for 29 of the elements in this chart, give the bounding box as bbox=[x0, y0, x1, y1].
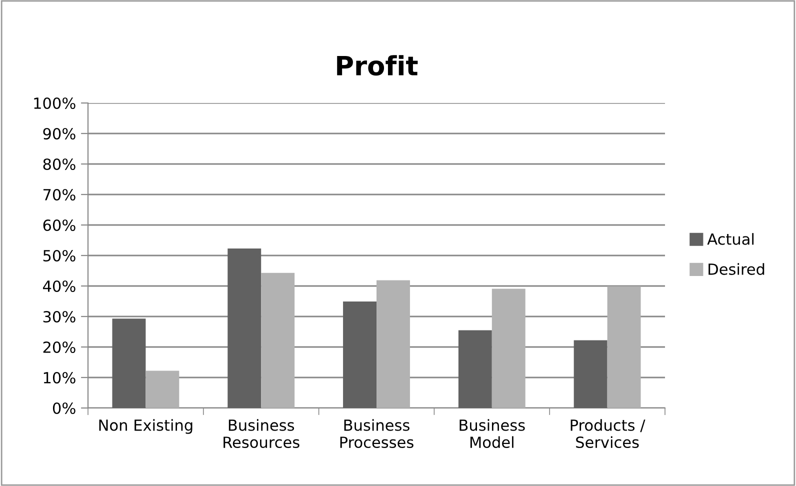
y-tick-label: 100% bbox=[34, 97, 76, 110]
bar bbox=[146, 370, 180, 408]
x-tick-label: Business Resources bbox=[224, 419, 300, 448]
bar bbox=[343, 302, 376, 408]
x-tick-label: Non Existing bbox=[99, 419, 192, 434]
y-tick-label: 90% bbox=[43, 128, 76, 140]
y-tick-label: 0% bbox=[52, 402, 76, 414]
y-tick-label: 60% bbox=[43, 219, 76, 232]
y-tick-label: 30% bbox=[43, 310, 76, 323]
chart-title: Profit bbox=[337, 55, 418, 76]
bar bbox=[376, 280, 410, 408]
y-tick-label: 10% bbox=[44, 372, 76, 384]
x-tick-label: Business Model bbox=[460, 419, 525, 448]
legend-label: Desired bbox=[708, 263, 764, 275]
bar bbox=[492, 288, 526, 408]
bar bbox=[112, 318, 146, 408]
bar bbox=[261, 272, 295, 408]
y-tick-label: 70% bbox=[43, 188, 76, 201]
y-tick-label: 80% bbox=[43, 158, 76, 170]
y-tick-label: 20% bbox=[43, 341, 76, 354]
y-tick-label: 40% bbox=[42, 280, 76, 292]
bar bbox=[607, 286, 641, 408]
x-tick-label: Products / Services bbox=[570, 419, 646, 448]
bar bbox=[228, 248, 262, 408]
y-tick-label: 50% bbox=[43, 250, 76, 262]
bar bbox=[574, 340, 608, 408]
bar bbox=[458, 330, 492, 408]
legend-label: Actual bbox=[707, 233, 754, 245]
x-tick-label: Business Processes bbox=[340, 419, 414, 448]
